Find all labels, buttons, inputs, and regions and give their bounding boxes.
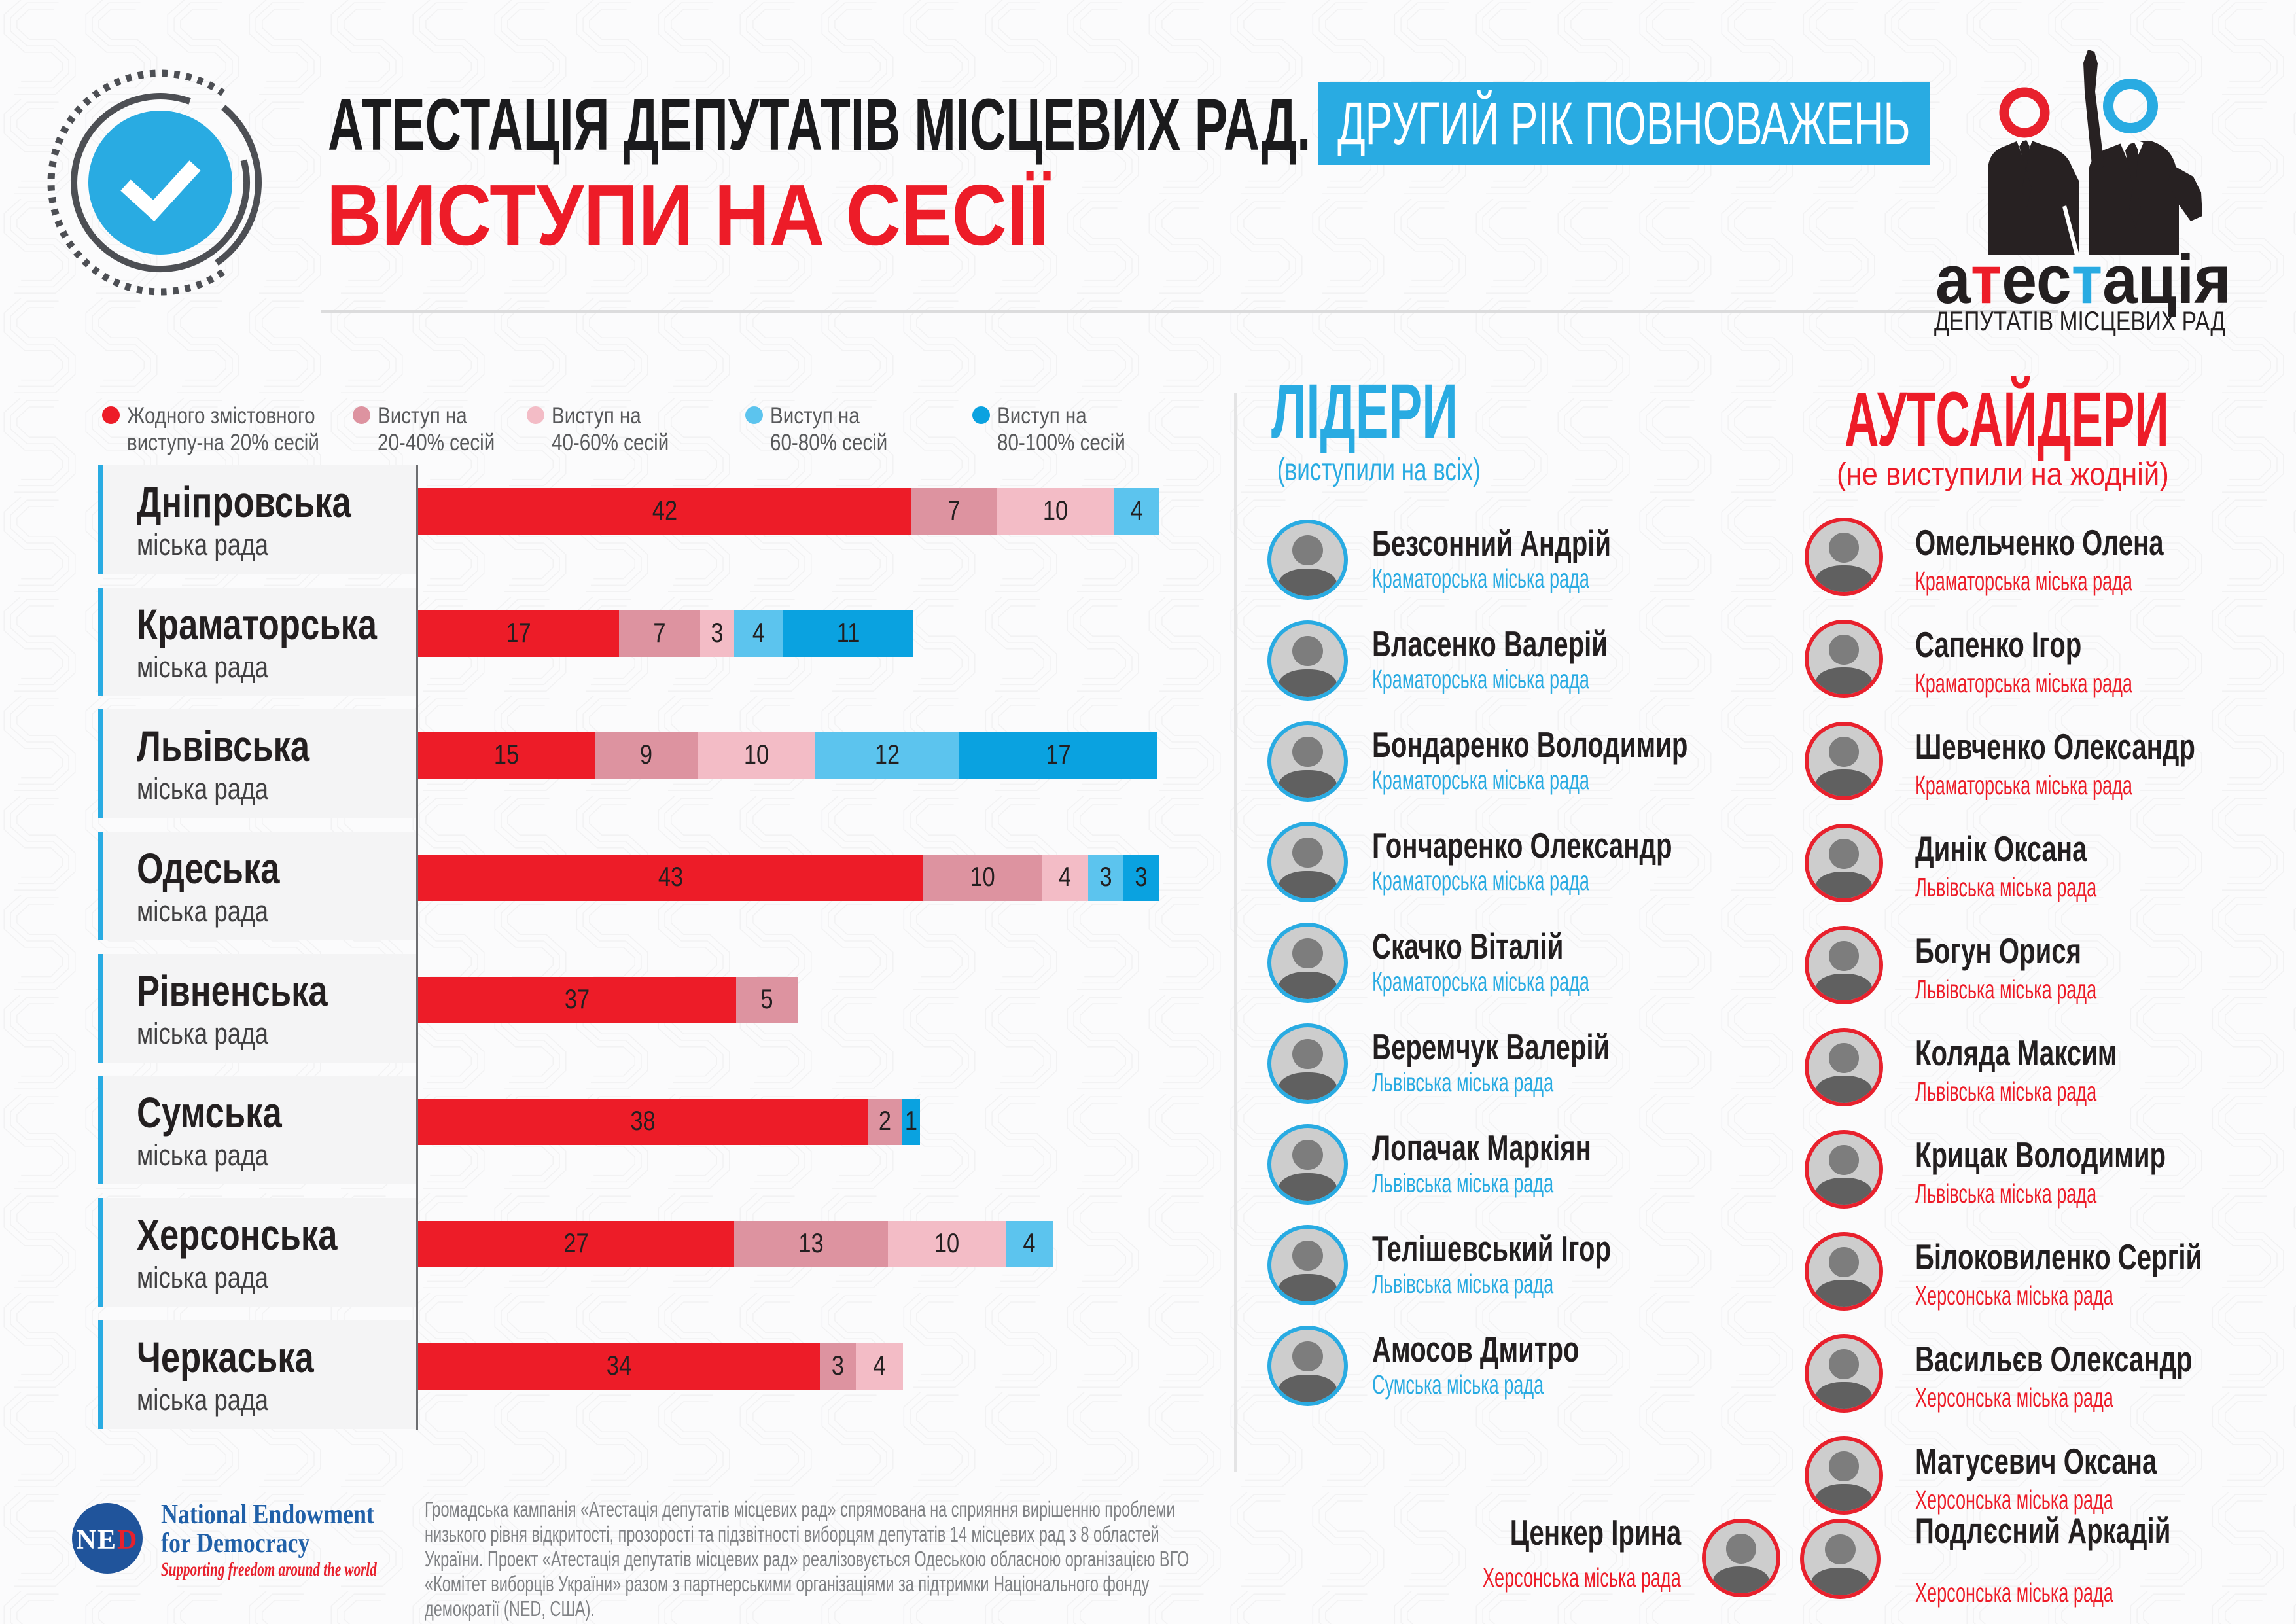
svg-text:NED: NED <box>77 1525 139 1555</box>
